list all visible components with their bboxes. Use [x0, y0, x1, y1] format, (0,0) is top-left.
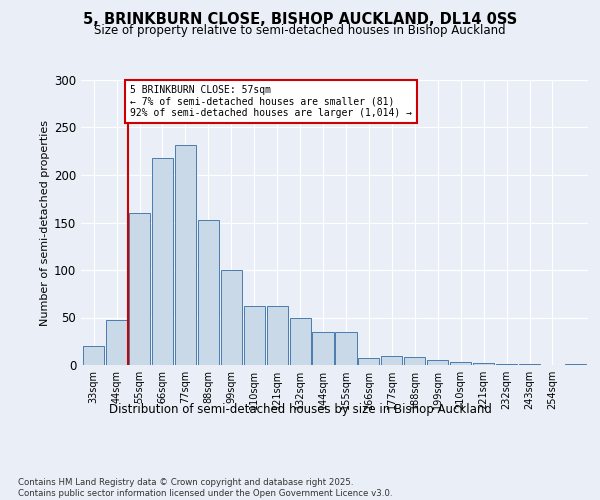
- Bar: [496, 364, 517, 365]
- Bar: [175, 144, 196, 365]
- Bar: [129, 213, 150, 365]
- Bar: [290, 318, 311, 365]
- Text: Distribution of semi-detached houses by size in Bishop Auckland: Distribution of semi-detached houses by …: [109, 402, 491, 415]
- Bar: [427, 360, 448, 365]
- Bar: [519, 364, 540, 365]
- Text: Size of property relative to semi-detached houses in Bishop Auckland: Size of property relative to semi-detach…: [94, 24, 506, 37]
- Bar: [313, 332, 334, 365]
- Bar: [266, 306, 288, 365]
- Text: 5 BRINKBURN CLOSE: 57sqm
← 7% of semi-detached houses are smaller (81)
92% of se: 5 BRINKBURN CLOSE: 57sqm ← 7% of semi-de…: [130, 84, 412, 118]
- Bar: [358, 358, 379, 365]
- Bar: [382, 356, 403, 365]
- Bar: [221, 270, 242, 365]
- Bar: [565, 364, 586, 365]
- Bar: [198, 220, 219, 365]
- Bar: [83, 346, 104, 365]
- Bar: [473, 363, 494, 365]
- Bar: [152, 158, 173, 365]
- Bar: [106, 320, 127, 365]
- Text: Contains HM Land Registry data © Crown copyright and database right 2025.
Contai: Contains HM Land Registry data © Crown c…: [18, 478, 392, 498]
- Bar: [404, 358, 425, 365]
- Y-axis label: Number of semi-detached properties: Number of semi-detached properties: [40, 120, 50, 326]
- Text: 5, BRINKBURN CLOSE, BISHOP AUCKLAND, DL14 0SS: 5, BRINKBURN CLOSE, BISHOP AUCKLAND, DL1…: [83, 12, 517, 28]
- Bar: [244, 306, 265, 365]
- Bar: [335, 332, 356, 365]
- Bar: [450, 362, 471, 365]
